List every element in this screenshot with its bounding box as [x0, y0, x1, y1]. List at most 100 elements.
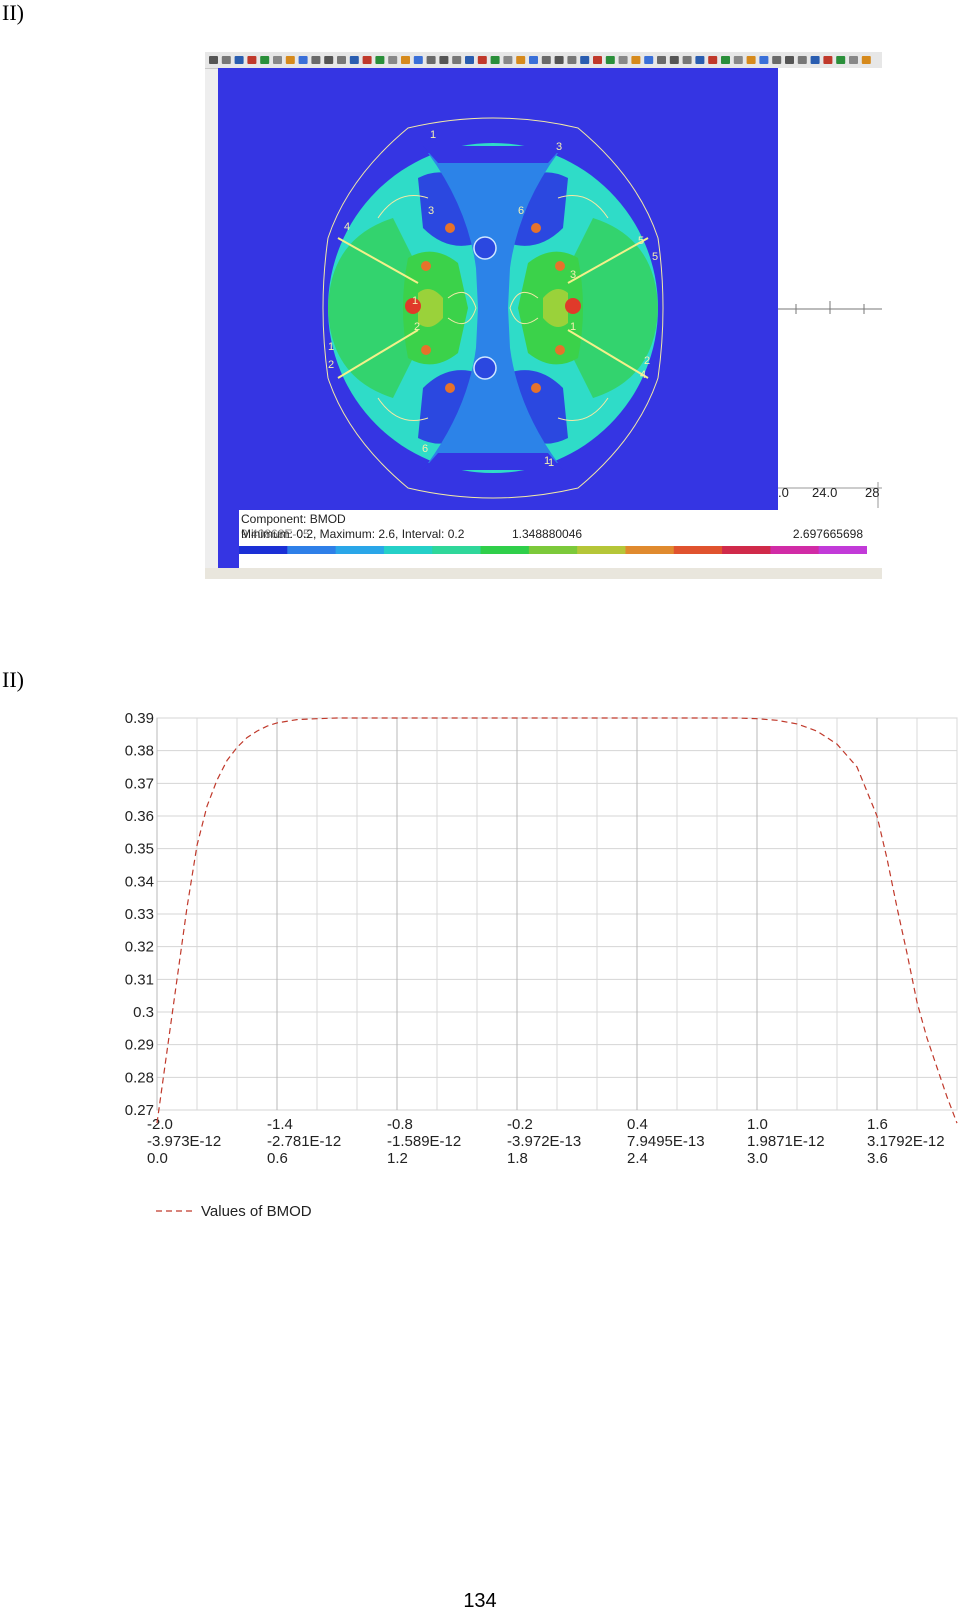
toolbar-icon[interactable]: [516, 56, 526, 64]
legend-colorbar: [239, 546, 867, 554]
toolbar-icon[interactable]: [733, 56, 743, 64]
x-tick-label: -1.589E-12: [387, 1133, 461, 1150]
y-tick-label: 0.39: [125, 710, 154, 727]
section-label-bottom: II): [2, 667, 24, 692]
toolbar-icon[interactable]: [541, 56, 551, 64]
toolbar-icon[interactable]: [349, 56, 359, 64]
colorbar-segment: [770, 546, 820, 554]
toolbar-icon[interactable]: [797, 56, 807, 64]
toolbar-icon[interactable]: [221, 56, 231, 64]
y-tick-label: 0.32: [125, 939, 154, 956]
toolbar-icon[interactable]: [273, 56, 282, 64]
toolbar-icon[interactable]: [452, 56, 462, 64]
toolbar-icon[interactable]: [260, 56, 270, 64]
toolbar-icon[interactable]: [785, 56, 794, 64]
fem-contour-figure: .0 24.0 28: [205, 52, 882, 579]
node-number-label: 4: [344, 221, 350, 233]
colorbar-segment: [383, 546, 433, 554]
toolbar-icon[interactable]: [759, 56, 769, 64]
x-tick-label: 0.0: [147, 1150, 168, 1167]
toolbar-icon[interactable]: [849, 56, 858, 64]
node-number-label: 1: [548, 457, 554, 469]
y-tick-label: 0.27: [125, 1102, 154, 1119]
toolbar-icon[interactable]: [644, 56, 654, 64]
toolbar-icon[interactable]: [836, 56, 846, 64]
x-tick-label: 1.8: [507, 1150, 528, 1167]
toolbar-icon[interactable]: [298, 56, 308, 64]
toolbar-icon[interactable]: [861, 56, 871, 64]
hot-spot: [421, 261, 431, 271]
toolbar-icon[interactable]: [708, 56, 718, 64]
toolbar-icon[interactable]: [375, 56, 385, 64]
toolbar-icon[interactable]: [554, 56, 564, 64]
toolbar-icon[interactable]: [657, 56, 666, 64]
toolbar-icon[interactable]: [362, 56, 372, 64]
x-tick-label: -0.2: [507, 1116, 533, 1133]
colorbar-segment: [335, 546, 385, 554]
toolbar-icon[interactable]: [772, 56, 782, 64]
x-tick-label: 3.1792E-12: [867, 1133, 945, 1150]
toolbar-icon[interactable]: [477, 56, 487, 64]
toolbar-icon[interactable]: [823, 56, 833, 64]
y-tick-label: 0.31: [125, 971, 154, 988]
toolbar-icon[interactable]: [490, 56, 500, 64]
toolbar-icon[interactable]: [209, 56, 218, 64]
toolbar-icon[interactable]: [388, 56, 398, 64]
toolbar-icon[interactable]: [567, 56, 577, 64]
toolbar-icon[interactable]: [721, 56, 730, 64]
node-number-label: 1: [570, 321, 576, 333]
toolbar-icon[interactable]: [439, 56, 449, 64]
toolbar-icon[interactable]: [234, 56, 244, 64]
x-tick-label: 0.6: [267, 1150, 288, 1167]
node-number-label: 1: [412, 295, 418, 307]
contour-region: [418, 289, 443, 327]
x-tick-labels: -2.0-3.973E-120.0 -1.4-2.781E-120.6 -0.8-1…: [147, 1116, 945, 1167]
x-tick-label: -1.4: [267, 1116, 293, 1133]
node-number-label: 5: [652, 251, 658, 263]
toolbar-icon[interactable]: [247, 56, 257, 64]
toolbar-icon[interactable]: [593, 56, 602, 64]
node-number-label: 6: [518, 205, 524, 217]
contour-line: [447, 291, 539, 325]
toolbar-icon[interactable]: [631, 56, 641, 64]
legend-scale: Minimum: 0.2, Maximum: 2.6, Interval: 0.…: [241, 527, 465, 541]
toolbar-icon[interactable]: [618, 56, 628, 64]
toolbar-icon[interactable]: [682, 56, 692, 64]
node-number-label: 1: [328, 341, 334, 353]
node-number-label: 1: [430, 129, 436, 141]
toolbar-icon[interactable]: [285, 56, 295, 64]
contour-region: [328, 218, 418, 398]
toolbar-icon[interactable]: [529, 56, 538, 64]
node-number-label: 2: [328, 359, 334, 371]
toolbar-icon[interactable]: [580, 56, 590, 64]
toolbar-icon[interactable]: [605, 56, 615, 64]
section-label-top: II): [2, 0, 24, 25]
hot-spot: [531, 223, 541, 233]
toolbar-icon[interactable]: [746, 56, 756, 64]
toolbar-icon[interactable]: [413, 56, 423, 64]
toolbar-icon[interactable]: [401, 56, 410, 64]
toolbar-icon[interactable]: [465, 56, 474, 64]
outside-viewport-area: [778, 68, 882, 568]
colorbar-segment: [625, 546, 675, 554]
x-tick-label: 3.0: [747, 1150, 768, 1167]
toolbar-icon[interactable]: [324, 56, 334, 64]
toolbar-icon[interactable]: [695, 56, 705, 64]
contour-line: [377, 195, 609, 421]
toolbar-icon[interactable]: [669, 56, 679, 64]
contour-region: [543, 289, 568, 327]
toolbar-icon[interactable]: [810, 56, 820, 64]
toolbar-icon[interactable]: [503, 56, 513, 64]
colorbar-segment: [432, 546, 482, 554]
x-tick-label: 1.0: [747, 1116, 768, 1133]
colorbar-segment: [528, 546, 578, 554]
node-labels: 1 3 4 5 1 2 3 6 1 3 2 1 5 2 1 6 1 4: [328, 129, 658, 469]
y-tick-label: 0.36: [125, 808, 154, 825]
toolbar-icon[interactable]: [426, 56, 436, 64]
y-tick-label: 0.29: [125, 1037, 154, 1054]
series-line-values-of-bmod: [156, 717, 958, 1124]
toolbar-icon[interactable]: [311, 56, 321, 64]
toolbar-icon[interactable]: [337, 56, 346, 64]
